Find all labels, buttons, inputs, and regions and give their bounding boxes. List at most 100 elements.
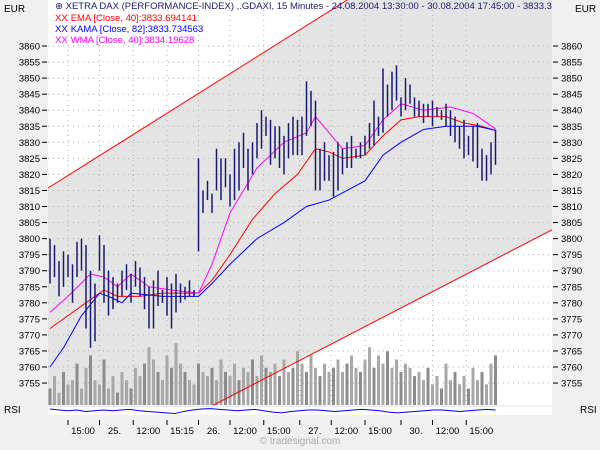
volume-bar xyxy=(408,367,412,405)
x-tick-label: 15:15 xyxy=(170,426,194,437)
volume-bar xyxy=(318,376,322,405)
volume-bar xyxy=(372,367,376,405)
volume-bar xyxy=(107,388,110,405)
volume-bar xyxy=(269,371,272,405)
x-tick-label: 15:00 xyxy=(267,426,291,437)
volume-bar xyxy=(440,388,443,405)
y-tick-label-left: 3810 xyxy=(19,202,40,213)
volume-bar xyxy=(197,363,200,405)
volume-bar xyxy=(48,388,52,405)
channel-fill xyxy=(48,0,552,405)
volume-bar xyxy=(111,376,115,405)
volume-bar xyxy=(170,367,173,405)
volume-bar xyxy=(57,392,61,405)
y-tick-label-left: 3820 xyxy=(19,170,40,181)
volume-bar xyxy=(278,376,281,405)
volume-bar xyxy=(116,392,119,405)
x-tick-label: 12:00 xyxy=(233,426,257,437)
legend-wma[interactable]: XX WMA [Close, 40]:3834.19628 xyxy=(55,35,194,46)
channel-lower-line xyxy=(213,229,553,406)
rsi-label-right: RSI xyxy=(580,405,597,416)
volume-bar xyxy=(147,347,151,405)
y-tick-label-right: 3855 xyxy=(561,58,582,69)
y-tick-label-right: 3820 xyxy=(561,170,582,181)
x-tick-label: 26. xyxy=(207,426,220,437)
volume-bar xyxy=(390,367,394,405)
y-tick-label-left: 3815 xyxy=(19,186,40,197)
volume-bar xyxy=(80,388,83,405)
y-tick-label-left: 3780 xyxy=(19,298,40,309)
volume-bar xyxy=(305,371,308,405)
channel-upper-line xyxy=(47,0,348,189)
chart-title-text: XETRA DAX (PERFORMANCE-INDEX) ,.GDAXI, 1… xyxy=(65,1,552,12)
volume-bar xyxy=(471,367,475,405)
y-tick-label-right: 3825 xyxy=(561,154,582,165)
volume-bar xyxy=(467,388,470,405)
volume-bar xyxy=(89,355,92,405)
y-tick-label-left: 3785 xyxy=(19,282,40,293)
x-tick-label: 15:00 xyxy=(71,426,95,437)
series-marker-icon: XX xyxy=(55,24,68,35)
legend-kama[interactable]: XX KAMA [Close, 82]:3833.734563 xyxy=(55,24,203,35)
y-tick-label-right: 3805 xyxy=(561,218,582,229)
volume-bar xyxy=(404,363,407,405)
legend-wma-label: WMA [Close, 40]:3834.19628 xyxy=(70,35,195,46)
y-axis-unit-left: EUR xyxy=(4,4,26,15)
volume-bar xyxy=(485,384,488,405)
x-tick-label: 15:00 xyxy=(368,426,392,437)
x-tick-label: 12:00 xyxy=(436,426,460,437)
volume-bar xyxy=(381,363,385,405)
volume-bar xyxy=(453,371,457,405)
y-tick-label-right: 3755 xyxy=(561,379,582,390)
volume-bar xyxy=(449,380,452,405)
volume-bar xyxy=(377,355,380,405)
legend-ema[interactable]: XX EMA [Close, 40]:3833.694141 xyxy=(55,13,197,24)
volume-bar xyxy=(368,347,371,405)
y-tick-label-left: 3850 xyxy=(19,74,40,85)
y-tick-label-left: 3795 xyxy=(19,250,40,261)
y-tick-label-left: 3760 xyxy=(19,363,40,374)
series-marker-icon: XX xyxy=(55,35,68,46)
y-tick-label-right: 3835 xyxy=(561,122,582,133)
volume-bar xyxy=(350,355,353,405)
instrument-icon: ⊕ xyxy=(55,1,63,12)
y-tick-label-left: 3825 xyxy=(19,154,40,165)
y-tick-label-left: 3830 xyxy=(19,138,40,149)
volume-bar xyxy=(120,371,124,405)
volume-bar xyxy=(215,380,218,405)
x-tick-label: 25. xyxy=(108,426,121,437)
volume-bar xyxy=(417,371,421,405)
volume-bar xyxy=(98,384,101,405)
volume-bar xyxy=(264,367,268,405)
y-tick-label-right: 3845 xyxy=(561,90,582,101)
y-tick-label-right: 3800 xyxy=(561,234,582,245)
volume-bar xyxy=(125,380,128,405)
rsi-label-left: RSI xyxy=(4,405,21,416)
y-tick-label-right: 3775 xyxy=(561,314,582,325)
volume-bar xyxy=(233,363,236,405)
y-tick-label-left: 3800 xyxy=(19,234,40,245)
volume-bar xyxy=(201,371,205,405)
volume-bar xyxy=(435,376,439,405)
volume-bar xyxy=(206,376,209,405)
volume-bar xyxy=(345,363,349,405)
chart-title: ⊕ XETRA DAX (PERFORMANCE-INDEX) ,.GDAXI,… xyxy=(55,1,552,12)
volume-bar xyxy=(224,371,227,405)
volume-bar xyxy=(462,376,466,405)
volume-bar xyxy=(93,380,97,405)
volume-bar xyxy=(314,367,317,405)
volume-bar xyxy=(192,384,196,405)
volume-bar xyxy=(210,367,214,405)
plot-group xyxy=(47,0,553,406)
y-tick-label-right: 3830 xyxy=(561,138,582,149)
volume-bar xyxy=(458,384,461,405)
y-tick-label-left: 3790 xyxy=(19,266,40,277)
volume-bar xyxy=(399,371,403,405)
volume-bar xyxy=(480,371,484,405)
x-tick-label: 27. xyxy=(308,426,321,437)
volume-bar xyxy=(489,363,493,405)
y-tick-label-left: 3835 xyxy=(19,122,40,133)
volume-bar xyxy=(179,363,182,405)
y-axis-unit-right: EUR xyxy=(575,4,597,15)
